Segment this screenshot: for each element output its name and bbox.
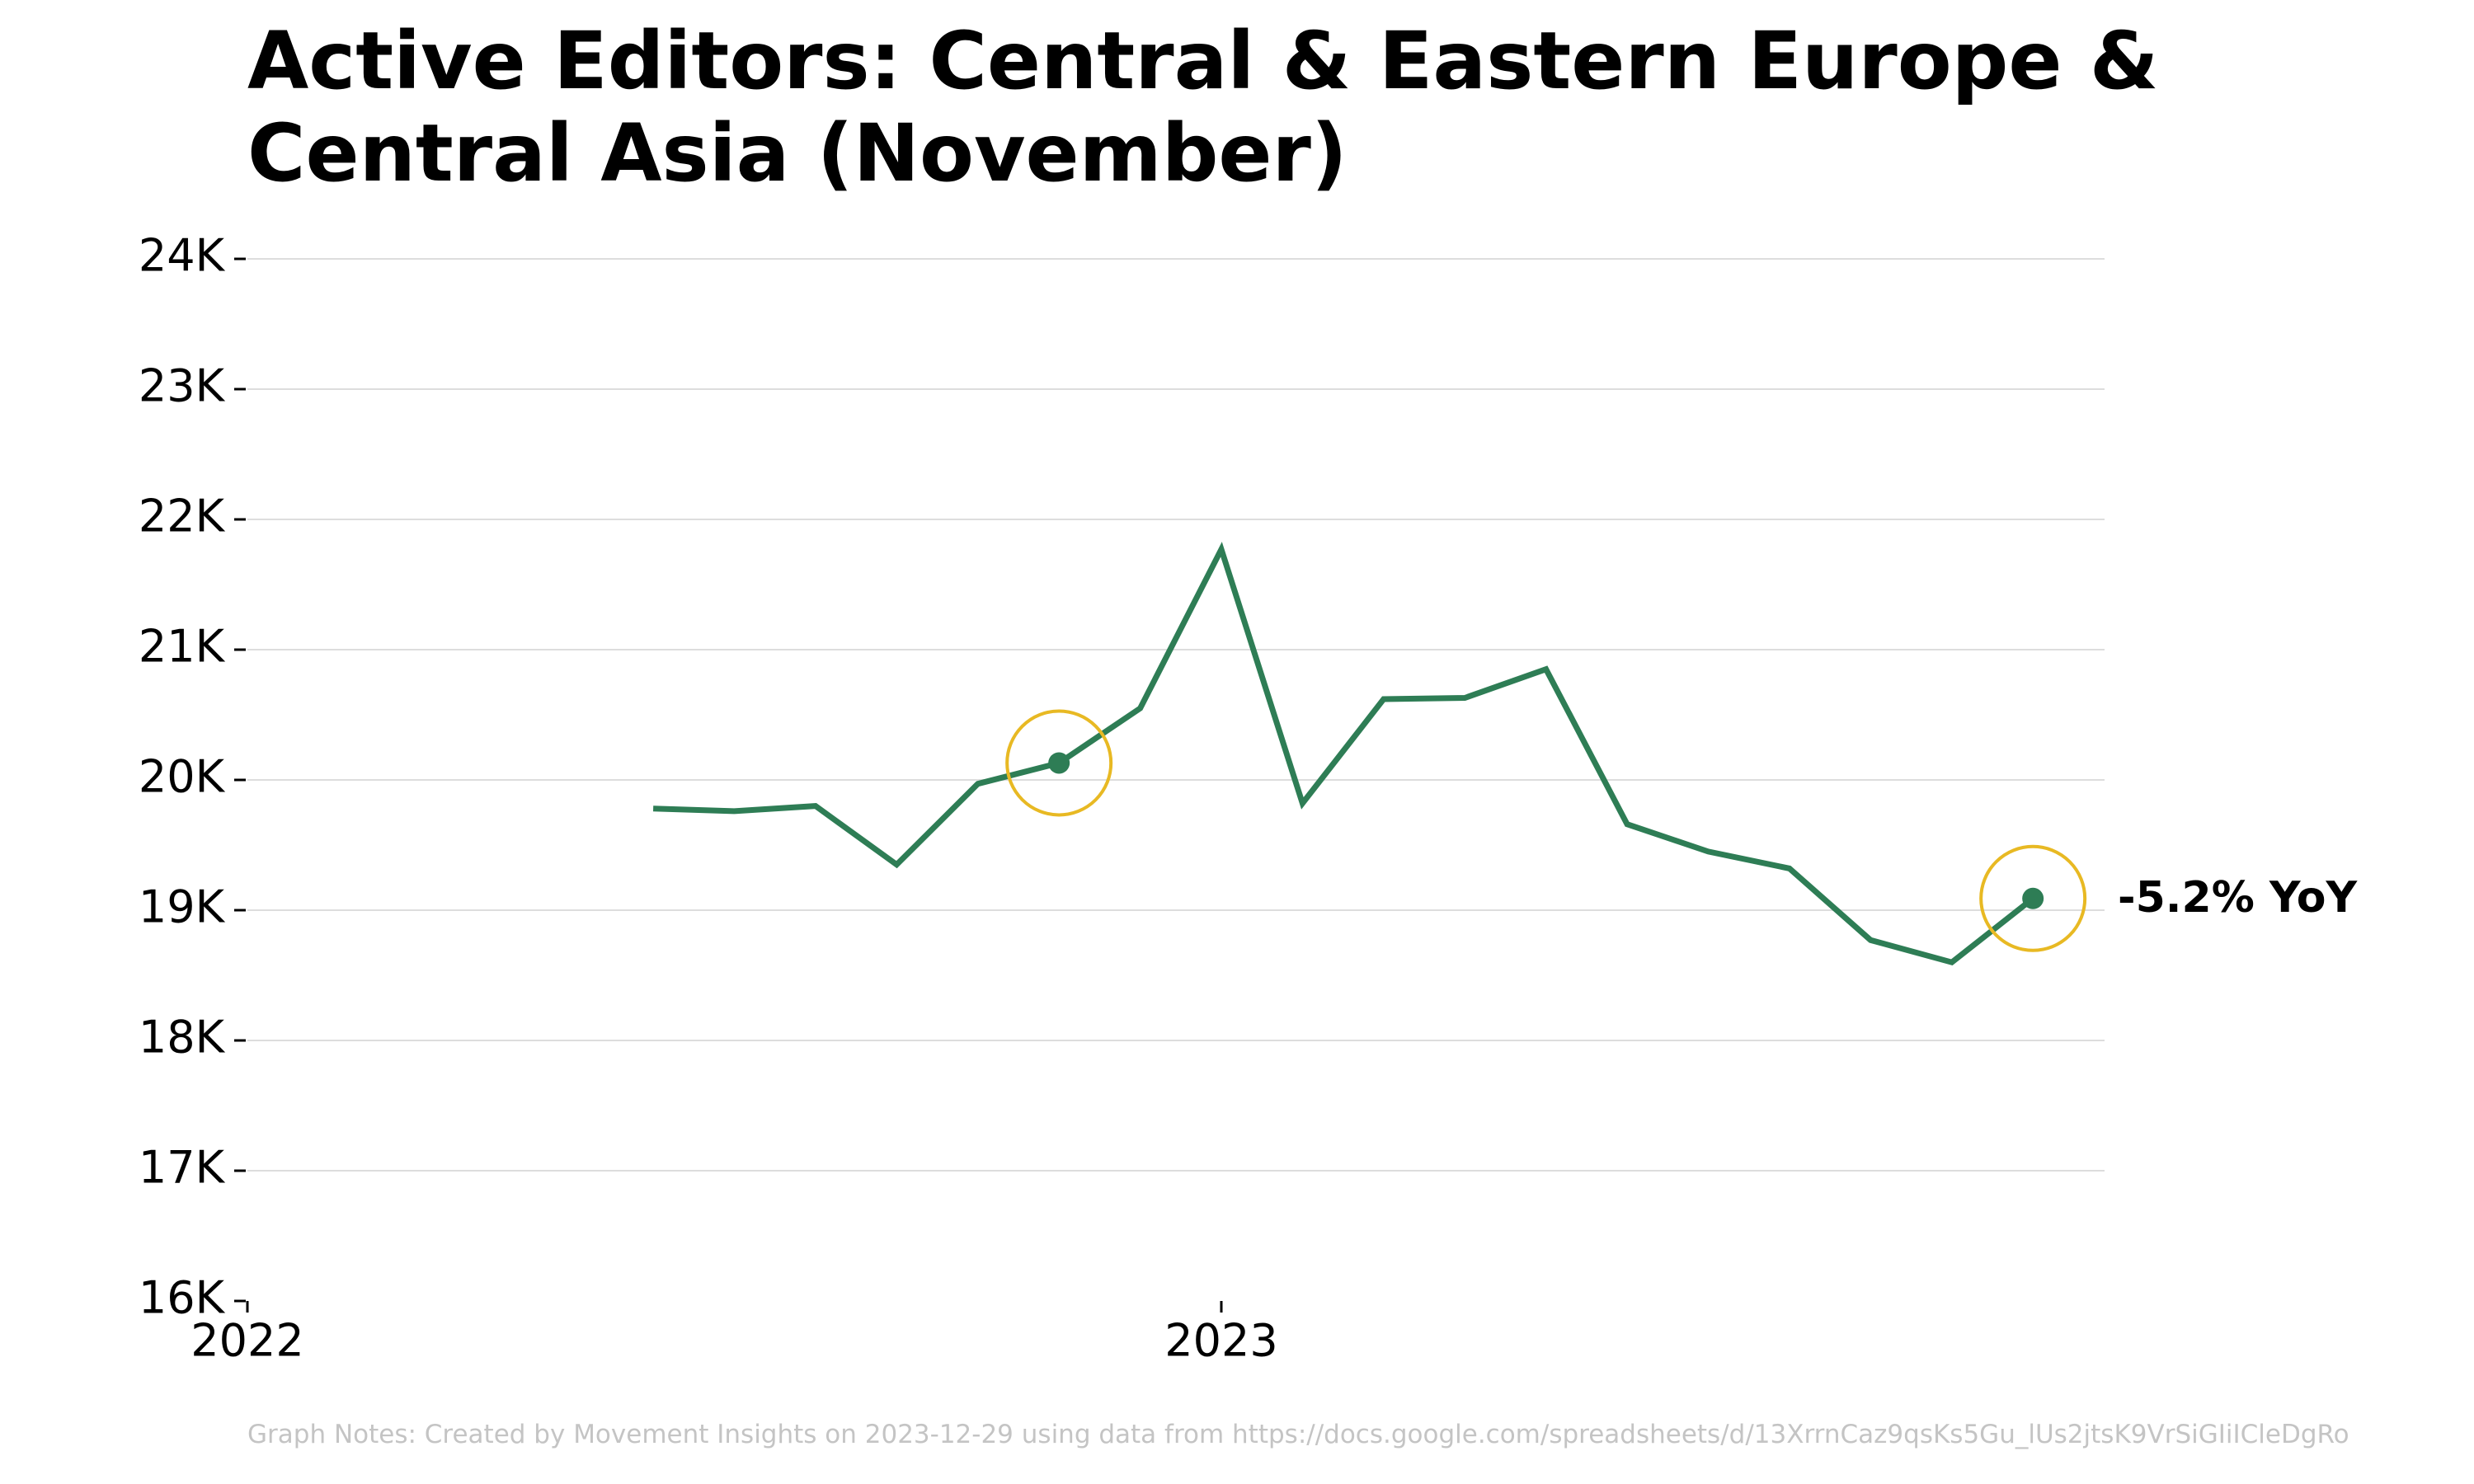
- y-tick-label: 24K: [139, 230, 226, 282]
- x-tick-label: 2023: [1164, 1315, 1277, 1367]
- x-axis: 2022 2023: [190, 1301, 1278, 1367]
- y-tick-label: 23K: [139, 360, 226, 412]
- yoy-annotation: -5.2% YoY: [2118, 873, 2359, 923]
- data-point: [2022, 887, 2044, 909]
- gridlines: [247, 258, 2105, 1172]
- graph-notes: Graph Notes: Created by Movement Insight…: [247, 1420, 2349, 1449]
- y-tick-label: 21K: [139, 621, 226, 673]
- highlight-ring: [1005, 709, 1113, 817]
- y-tick-label: 18K: [139, 1012, 226, 1064]
- series-line: [652, 542, 2035, 966]
- y-axis: 16K 17K 18K 19K 20K 21K 22K 23K 24K: [139, 230, 246, 1324]
- y-tick-label: 19K: [139, 881, 226, 933]
- y-tick-label: 17K: [139, 1142, 226, 1194]
- y-tick-label: 20K: [139, 751, 226, 803]
- series-layer: [652, 542, 2035, 966]
- y-tick-label: 16K: [139, 1272, 226, 1324]
- x-tick-label: 2022: [190, 1315, 303, 1367]
- y-tick-label: 22K: [139, 491, 226, 542]
- highlight-layer: [1005, 709, 2087, 952]
- data-point: [1048, 752, 1070, 774]
- chart-title: Active Editors: Central & Eastern Europe…: [247, 15, 2159, 200]
- highlight-ring: [1979, 844, 2087, 952]
